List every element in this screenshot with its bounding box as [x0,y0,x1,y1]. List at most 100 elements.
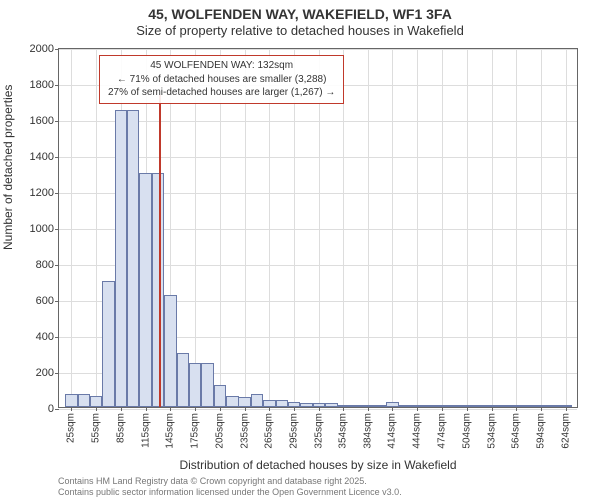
xtick-label: 384sqm [362,413,373,449]
histogram-bar [164,295,176,407]
ytick-mark [55,49,59,50]
xtick-mark [319,407,320,411]
title-block: 45, WOLFENDEN WAY, WAKEFIELD, WF1 3FA Si… [0,0,600,38]
xtick-label: 25sqm [66,413,77,443]
footer-line1: Contains HM Land Registry data © Crown c… [58,476,402,487]
xtick-label: 474sqm [436,413,447,449]
histogram-bar [547,405,559,407]
histogram-bar [251,394,263,407]
histogram-bar [214,385,226,407]
xtick-mark [541,407,542,411]
ytick-label: 1800 [30,79,54,91]
gridline-v [516,49,517,407]
xtick-label: 235sqm [239,413,250,449]
xtick-mark [220,407,221,411]
annotation-box: 45 WOLFENDEN WAY: 132sqm← 71% of detache… [99,55,344,104]
ytick-mark [55,265,59,266]
histogram-bar [65,394,77,407]
ytick-mark [55,85,59,86]
histogram-bar [498,405,510,407]
histogram-bar [485,405,497,407]
histogram-bar [510,405,522,407]
xtick-mark [392,407,393,411]
histogram-bar [263,400,275,407]
xtick-mark [417,407,418,411]
xtick-mark [245,407,246,411]
xtick-mark [121,407,122,411]
gridline-v [368,49,369,407]
xtick-label: 175sqm [190,413,201,449]
annotation-line: ← 71% of detached houses are smaller (3,… [108,73,335,87]
ytick-mark [55,301,59,302]
chart-container: 45, WOLFENDEN WAY, WAKEFIELD, WF1 3FA Si… [0,0,600,500]
ytick-mark [55,337,59,338]
ytick-label: 2000 [30,43,54,55]
ytick-mark [55,373,59,374]
title-main: 45, WOLFENDEN WAY, WAKEFIELD, WF1 3FA [0,6,600,22]
xtick-label: 205sqm [214,413,225,449]
y-axis-label: Number of detached properties [1,85,15,250]
xtick-label: 414sqm [387,413,398,449]
histogram-bar [177,353,189,407]
histogram-bar [461,405,473,407]
histogram-bar [325,403,337,407]
xtick-mark [368,407,369,411]
footer-line2: Contains public sector information licen… [58,487,402,498]
xtick-mark [146,407,147,411]
histogram-bar [115,110,127,407]
histogram-bar [448,405,460,407]
ytick-label: 0 [48,403,54,415]
xtick-label: 325sqm [314,413,325,449]
xtick-label: 534sqm [486,413,497,449]
gridline-v [492,49,493,407]
ytick-label: 1400 [30,151,54,163]
histogram-bar [139,173,151,407]
xtick-mark [294,407,295,411]
xtick-mark [96,407,97,411]
marker-line [159,95,161,407]
ytick-mark [55,229,59,230]
xtick-label: 115sqm [140,413,151,448]
annotation-line: 45 WOLFENDEN WAY: 132sqm [108,59,335,73]
xtick-label: 295sqm [289,413,300,449]
xtick-label: 55sqm [91,413,102,443]
histogram-bar [560,405,572,407]
histogram-bar [78,394,90,407]
x-axis-label: Distribution of detached houses by size … [58,458,578,472]
histogram-bar [399,405,411,407]
ytick-mark [55,121,59,122]
xtick-label: 624sqm [560,413,571,449]
ytick-label: 200 [36,367,54,379]
histogram-bar [361,405,373,407]
plot-area: 020040060080010001200140016001800200025s… [58,48,578,408]
ytick-label: 600 [36,295,54,307]
histogram-bar [349,405,361,407]
ytick-label: 800 [36,259,54,271]
histogram-bar [423,405,435,407]
xtick-label: 145sqm [165,413,176,449]
histogram-bar [226,396,238,407]
gridline-v [467,49,468,407]
xtick-mark [195,407,196,411]
histogram-bar [102,281,114,407]
xtick-label: 444sqm [412,413,423,449]
xtick-label: 85sqm [115,413,126,443]
histogram-bar [473,405,485,407]
ytick-mark [55,193,59,194]
gridline-v [392,49,393,407]
gridline-v [417,49,418,407]
xtick-mark [566,407,567,411]
footer: Contains HM Land Registry data © Crown c… [58,476,402,498]
gridline-v [96,49,97,407]
ytick-label: 1600 [30,115,54,127]
ytick-mark [55,409,59,410]
gridline-v [442,49,443,407]
histogram-bar [238,397,250,407]
annotation-line: 27% of semi-detached houses are larger (… [108,86,335,100]
gridline-h [59,49,577,50]
histogram-bar [201,363,213,407]
histogram-bar [535,405,547,407]
histogram-bar [522,405,534,407]
xtick-mark [269,407,270,411]
histogram-bar [313,403,325,408]
